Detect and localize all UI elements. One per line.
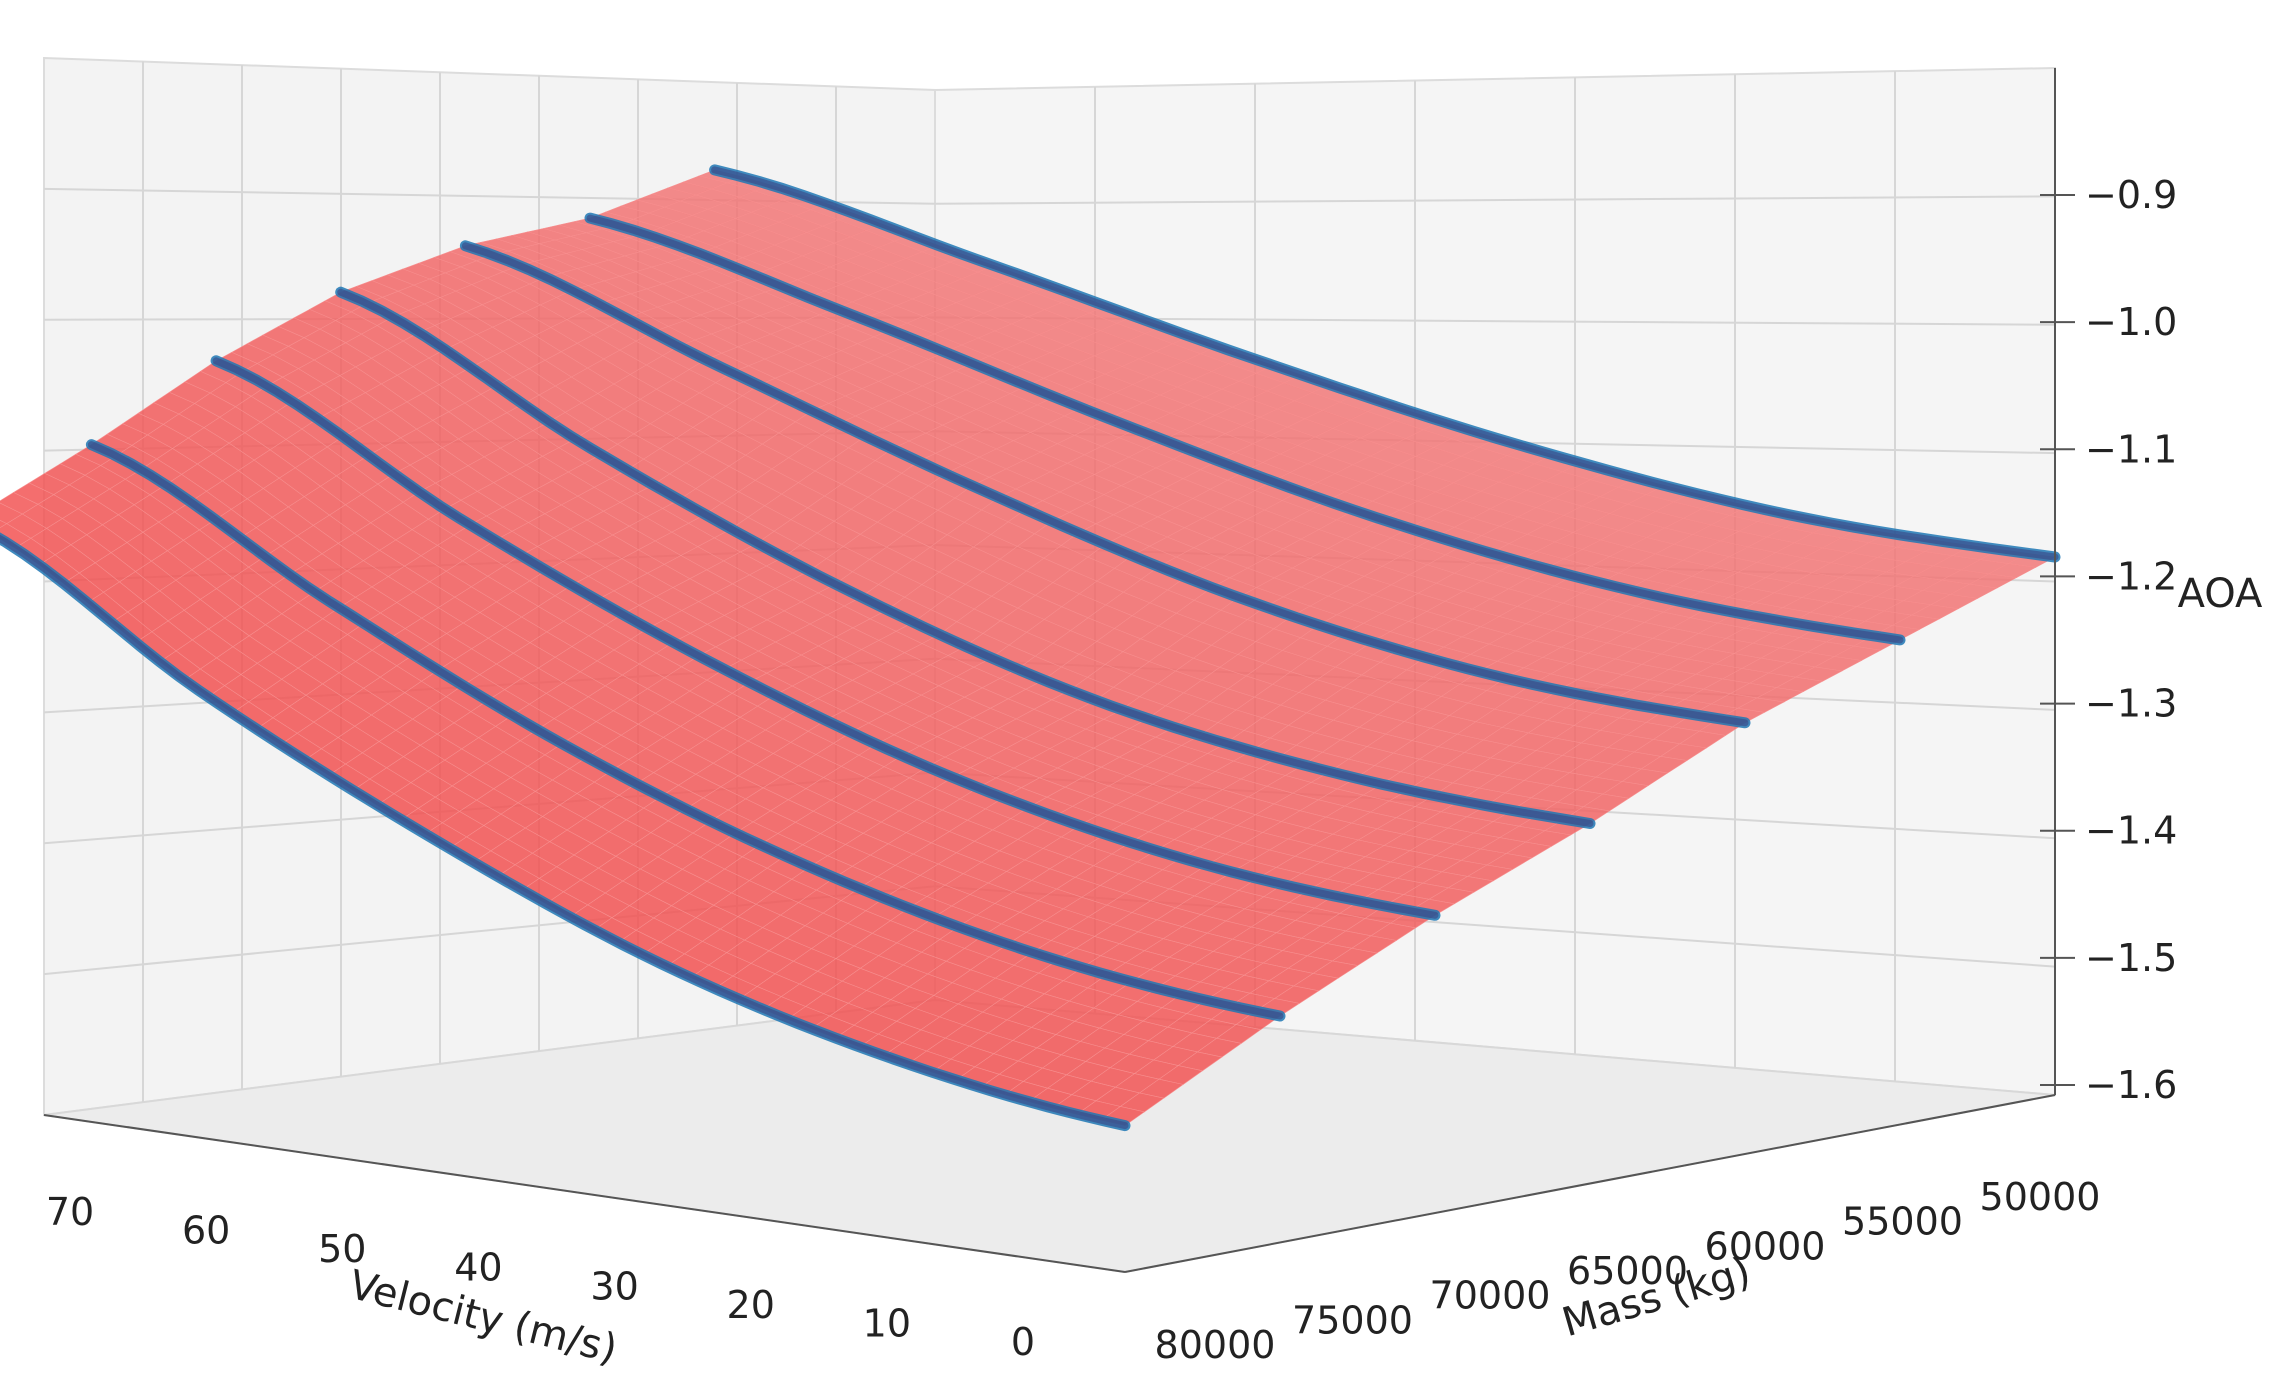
mass-curve-shadow-50000	[711, 166, 2059, 561]
surface-patch	[0, 492, 39, 515]
aoa-tick-label: −1.5	[2085, 936, 2177, 980]
aoa-tick-label: −1.0	[2085, 300, 2177, 344]
mass-ticks: 80000 75000 70000 65000 60000 55000 50000	[1155, 1175, 2101, 1367]
aoa-tick-label: −1.4	[2085, 809, 2177, 853]
mass-axis-line	[1124, 1094, 2056, 1273]
aoa-tick-label: −1.1	[2085, 427, 2177, 471]
mass-tick-label: 75000	[1292, 1298, 1413, 1342]
aoa-tick-label: −1.6	[2085, 1063, 2177, 1107]
aoa-ticks: −0.9 −1.0 −1.1 −1.2 −1.3 −1.4 −1.5 −1.6	[2040, 173, 2177, 1107]
surface-patch	[0, 502, 23, 524]
mass-tick-label: 80000	[1155, 1323, 1276, 1367]
velocity-ticks: 70 60 50 40 30 20 10 0	[46, 1190, 1035, 1364]
velocity-tick-label: 40	[454, 1246, 502, 1290]
velocity-tick-label: 20	[727, 1283, 775, 1327]
surface-patch	[0, 520, 8, 529]
velocity-tick-label: 10	[863, 1301, 911, 1345]
aoa-tick-label: −0.9	[2085, 173, 2177, 217]
aoa-tick-label: −1.2	[2085, 554, 2177, 598]
mass-curves	[0, 164, 2061, 1132]
mass-curve-shadow-70000	[212, 357, 1439, 919]
velocity-axis-line	[43, 1114, 1126, 1273]
mass-curve-shadow-75000	[87, 441, 1284, 1020]
mass-tick-label: 60000	[1705, 1224, 1826, 1268]
velocity-tick-label: 50	[318, 1227, 366, 1271]
z-axis-title: AOA	[2178, 571, 2263, 617]
mass-curve-shadow-65000	[337, 288, 1594, 827]
mass-curve-shadow-60000	[461, 242, 1749, 727]
aoa-surface	[0, 169, 2056, 1126]
mass-curve-shadow-80000	[0, 534, 1129, 1130]
grid-line	[934, 195, 2056, 205]
mass-curve-shadow-55000	[586, 214, 1904, 644]
velocity-tick-label: 70	[46, 1190, 94, 1234]
aoa-tick-label: −1.3	[2085, 682, 2177, 726]
mass-tick-label: 65000	[1567, 1249, 1688, 1293]
velocity-tick-label: 60	[182, 1209, 230, 1253]
velocity-tick-label: 30	[590, 1264, 638, 1308]
mass-tick-label: 55000	[1842, 1200, 1963, 1244]
mass-tick-label: 70000	[1430, 1274, 1551, 1318]
mass-tick-label: 50000	[1980, 1175, 2101, 1219]
velocity-tick-label: 0	[1011, 1320, 1035, 1364]
